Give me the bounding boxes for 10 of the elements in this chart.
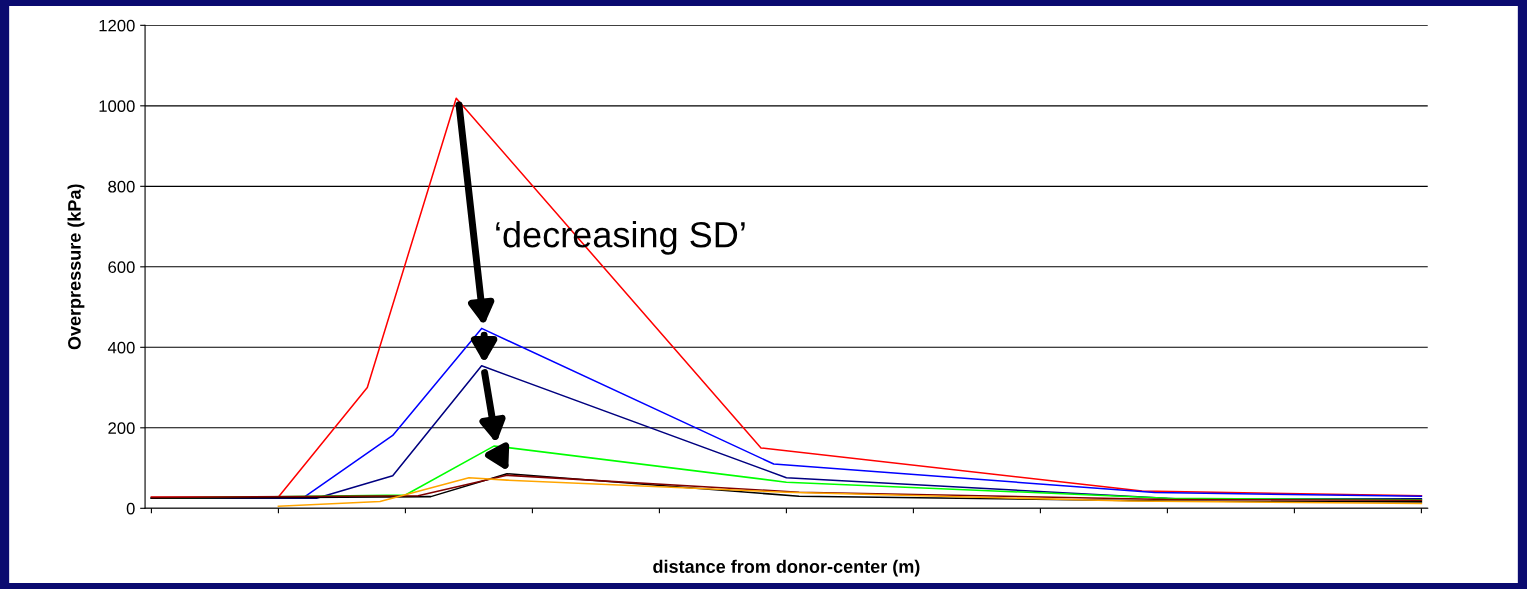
line-series	[277, 476, 1423, 508]
y-tick-label: 200	[108, 422, 135, 435]
y-tick-label: 1000	[99, 100, 135, 113]
y-tick-label: 800	[108, 180, 135, 193]
y-tick-label: 600	[108, 261, 135, 274]
x-axis-title: distance from donor-center (m)	[653, 559, 920, 577]
y-tick-label: 0	[126, 502, 135, 515]
y-axis-title: Overpressure (kPa)	[67, 184, 85, 350]
y-tick-label: 400	[107, 341, 135, 354]
y-tick-label: 1200	[99, 19, 135, 32]
